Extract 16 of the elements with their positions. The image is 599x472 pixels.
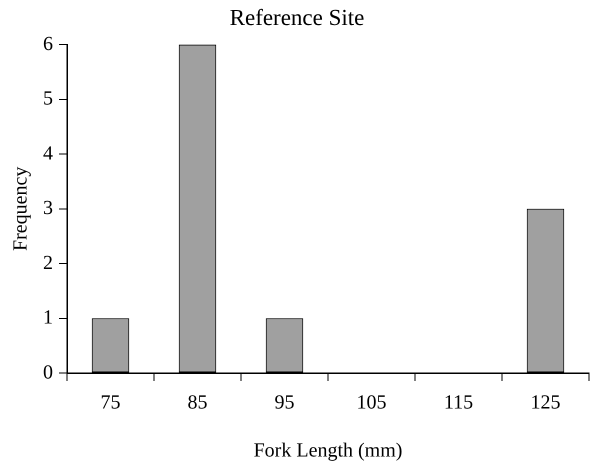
y-tick-label: 4 xyxy=(43,142,53,164)
x-tick-label: 105 xyxy=(356,391,386,414)
y-tick-label: 3 xyxy=(43,197,53,220)
y-tick-label: 0 xyxy=(43,361,53,384)
x-axis-title: Fork Length (mm) xyxy=(254,439,402,462)
x-tick-label: 75 xyxy=(100,391,120,414)
y-tick-label: 1 xyxy=(43,306,53,329)
x-tick-label: 85 xyxy=(188,391,208,414)
chart-title: Reference Site xyxy=(230,4,364,30)
x-tick-label: 115 xyxy=(444,391,474,414)
y-axis-title: Frequency xyxy=(9,166,32,252)
y-tick-label: 6 xyxy=(43,32,53,55)
y-tick-label: 2 xyxy=(43,252,53,274)
x-tick-label: 95 xyxy=(274,391,294,414)
y-tick-label: 5 xyxy=(43,88,53,110)
x-tick-label: 125 xyxy=(530,391,560,414)
